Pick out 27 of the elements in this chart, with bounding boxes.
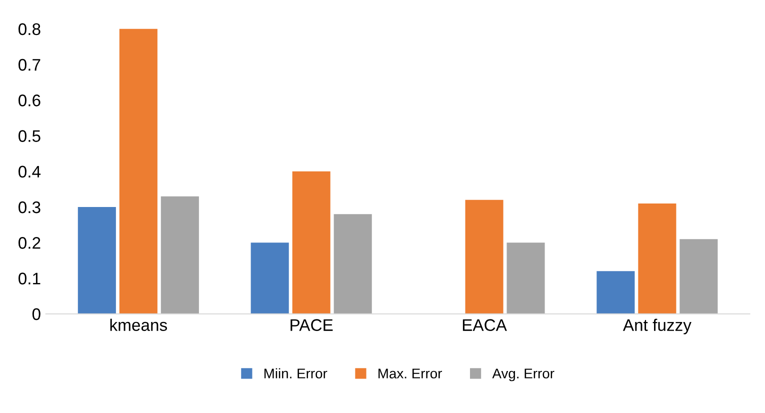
bar	[119, 28, 158, 314]
bar	[596, 271, 635, 314]
bar	[506, 242, 545, 314]
y-tick-label: 0.8	[18, 23, 40, 36]
legend-label: Miin. Error	[264, 368, 328, 378]
y-tick-label: 0.7	[18, 58, 40, 71]
bar	[250, 242, 289, 314]
bar	[638, 203, 676, 314]
legend-label: Avg. Error	[492, 368, 554, 382]
legend-label: Max. Error	[378, 368, 442, 378]
x-tick-label: EACA	[462, 319, 507, 331]
x-tick-label: kmeans	[110, 318, 167, 331]
bar	[680, 239, 718, 314]
bar	[160, 196, 199, 314]
y-tick-label: 0.2	[18, 237, 40, 249]
bar	[334, 214, 372, 314]
x-tick-label: Ant fuzzy	[622, 318, 692, 334]
y-tick-label: 0	[32, 308, 40, 320]
y-tick-label: 0.4	[18, 166, 41, 178]
y-tick-label: 0.3	[18, 201, 40, 214]
y-tick-label: 0.5	[18, 130, 40, 142]
bar	[78, 207, 116, 314]
x-tick-label: PACE	[290, 319, 333, 331]
y-tick-label: 0.1	[18, 272, 40, 284]
bar	[465, 200, 504, 314]
bar	[292, 171, 330, 314]
y-tick-label: 0.6	[18, 94, 40, 106]
